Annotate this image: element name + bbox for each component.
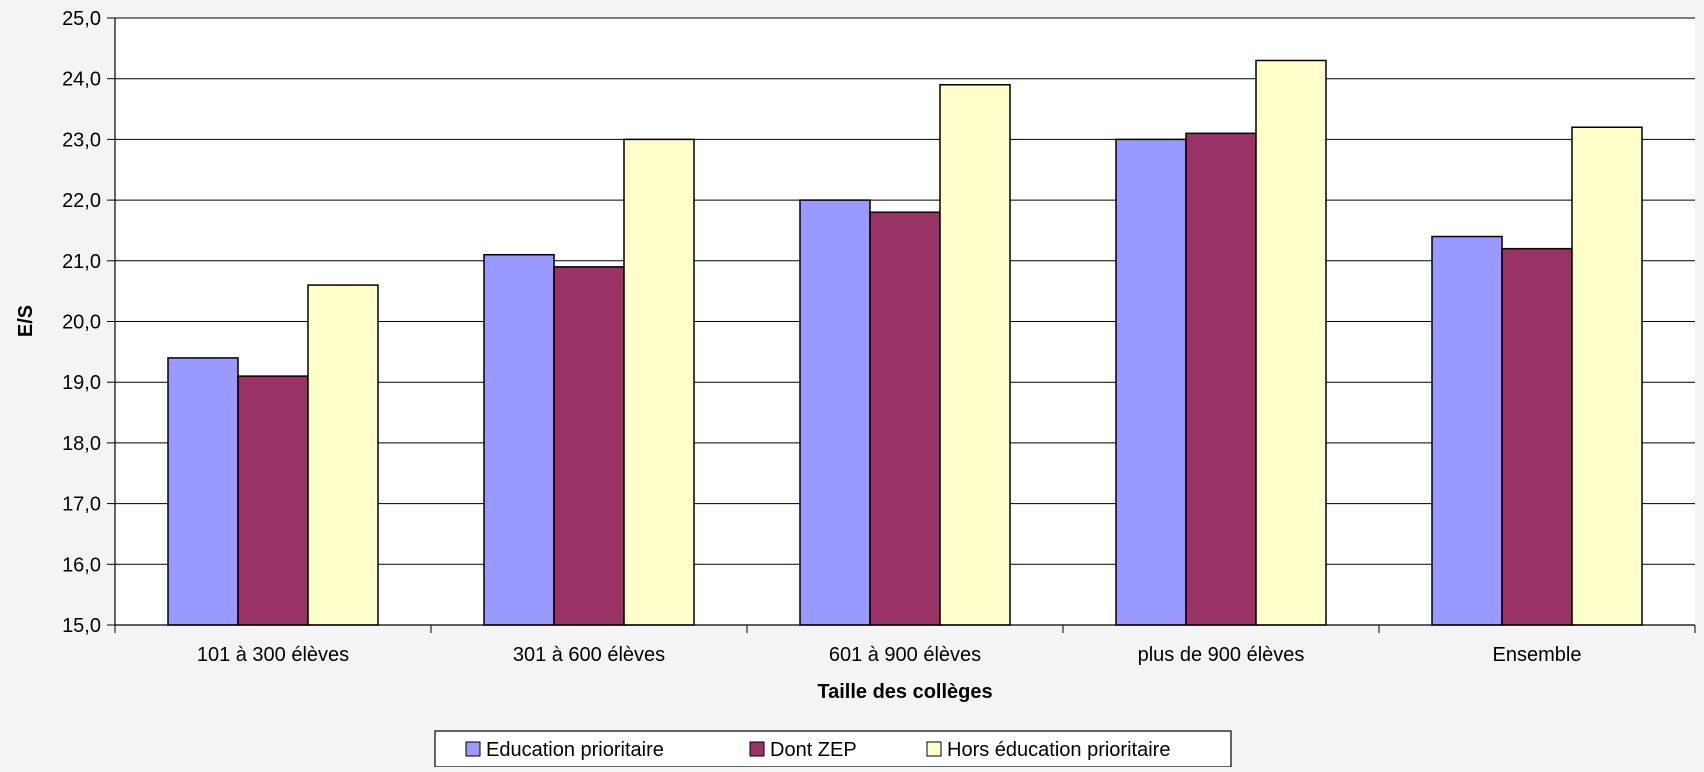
bar-3-4 <box>1255 59 1327 626</box>
y-tick-label: 23,0 <box>62 129 101 151</box>
y-tick-label: 22,0 <box>62 190 101 212</box>
legend-label-1: Education prioritaire <box>486 739 664 761</box>
bar-3-3 <box>939 84 1011 626</box>
x-tick-label: Ensemble <box>1493 644 1582 666</box>
x-tick-label: 601 à 900 élèves <box>829 644 981 666</box>
y-tick-label: 25,0 <box>62 8 101 30</box>
bar-2-3 <box>869 211 941 626</box>
x-tick-label: 301 à 600 élèves <box>513 644 665 666</box>
x-tick-label: plus de 900 élèves <box>1138 644 1305 666</box>
y-tick-label: 20,0 <box>62 312 101 334</box>
bar-1-2 <box>483 253 555 626</box>
bar-2-1 <box>237 375 309 626</box>
bars <box>167 59 1643 626</box>
y-tick-label: 15,0 <box>62 615 101 637</box>
bar-1-1 <box>167 357 239 626</box>
bar-3-5 <box>1571 126 1643 626</box>
y-axis-title: E/S <box>15 305 37 337</box>
y-tick-label: 19,0 <box>62 372 101 394</box>
legend-swatch-3 <box>926 741 942 757</box>
bar-1-4 <box>1115 138 1187 626</box>
y-tick-label: 24,0 <box>62 69 101 91</box>
legend-label-2: Dont ZEP <box>770 739 857 761</box>
bar-3-2 <box>623 138 695 626</box>
bar-1-5 <box>1431 235 1503 626</box>
y-tick-label: 16,0 <box>62 554 101 576</box>
bar-2-5 <box>1501 247 1573 626</box>
legend-swatch-1 <box>465 741 481 757</box>
y-tick-label: 21,0 <box>62 251 101 273</box>
bar-3-1 <box>307 284 379 626</box>
legend: Education prioritaire Dont ZEP Hors éducat… <box>434 730 1232 768</box>
bar-2-2 <box>553 266 625 626</box>
x-axis-title: Taille des collèges <box>817 681 992 703</box>
axes: 15,0 16,0 17,0 18,0 19,0 20,0 21,0 22,0 23,0 24,0… <box>62 8 1696 666</box>
x-tick-label: 101 à 300 élèves <box>197 644 349 666</box>
bar-2-4 <box>1185 132 1257 626</box>
y-tick-label: 17,0 <box>62 494 101 516</box>
legend-label-3: Hors éducation prioritaire <box>947 739 1170 761</box>
bar-1-3 <box>799 199 871 626</box>
legend-box <box>434 730 1232 768</box>
y-tick-label: 18,0 <box>62 433 101 455</box>
legend-swatch-2 <box>749 741 765 757</box>
